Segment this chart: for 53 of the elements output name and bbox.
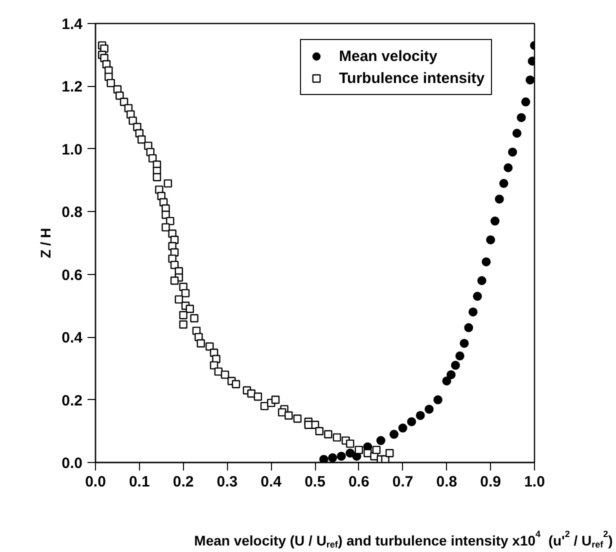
x-tick-label: 0.3 — [216, 474, 238, 490]
point — [424, 404, 434, 414]
point — [516, 113, 526, 122]
y-tick-label: 1.4 — [62, 16, 84, 33]
y-tick-label: 0.8 — [62, 204, 83, 222]
y-tick-label: 0.2 — [62, 392, 83, 410]
point — [526, 75, 534, 84]
point — [490, 216, 500, 226]
point — [328, 453, 338, 462]
x-tick-label: 0.2 — [172, 474, 194, 490]
point — [504, 163, 513, 172]
point — [508, 148, 518, 157]
y-tick-label: 0.6 — [62, 266, 83, 284]
x-tick-label: 0.1 — [128, 474, 150, 490]
point — [464, 323, 474, 332]
point — [398, 424, 408, 432]
x-tick-label: 0.6 — [348, 474, 370, 490]
x-tick-label: 0.4 — [260, 474, 282, 490]
point — [512, 128, 522, 138]
point — [346, 448, 355, 458]
point — [460, 338, 469, 348]
point — [319, 454, 328, 462]
y-tick-label: 0.0 — [62, 455, 83, 472]
point — [468, 307, 478, 316]
y-axis-title: Z / H — [38, 228, 54, 258]
x-tick-label: 0.7 — [392, 474, 414, 490]
point — [486, 235, 496, 244]
x-tick-label: 0.8 — [436, 474, 458, 490]
x-tick-label: 0.9 — [480, 474, 502, 490]
y-tick-label: 1.0 — [62, 141, 83, 158]
point — [472, 292, 482, 301]
point — [376, 436, 386, 446]
point — [521, 97, 530, 106]
point — [455, 351, 464, 360]
x-tick-label: 0.5 — [304, 474, 326, 490]
y-tick-label: 1.2 — [62, 78, 83, 96]
x-tick-label: 0.0 — [85, 474, 106, 490]
point — [407, 417, 416, 426]
point — [442, 376, 452, 386]
legend-label: Turbulence intensity — [339, 70, 485, 86]
point — [450, 360, 460, 370]
legend-label: Mean velocity — [339, 48, 438, 64]
point — [499, 178, 508, 188]
point — [433, 395, 442, 404]
point — [482, 257, 491, 266]
point — [477, 276, 486, 286]
x-tick-label: 1.0 — [524, 474, 545, 490]
point — [416, 410, 425, 420]
point — [446, 370, 456, 380]
y-tick-label: 0.4 — [62, 330, 84, 347]
point — [390, 430, 399, 439]
point — [494, 194, 504, 204]
point — [336, 452, 346, 461]
